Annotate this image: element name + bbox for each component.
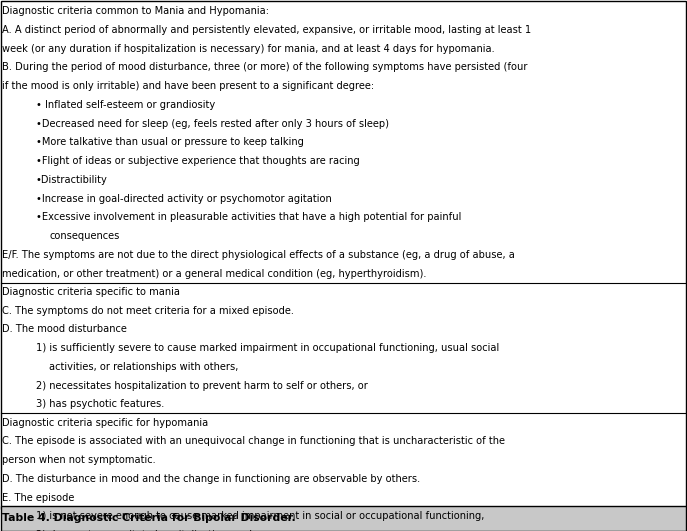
- Text: C. The symptoms do not meet criteria for a mixed episode.: C. The symptoms do not meet criteria for…: [2, 305, 294, 315]
- Text: week (or any duration if hospitalization is necessary) for mania, and at least 4: week (or any duration if hospitalization…: [2, 44, 495, 54]
- Text: D. The disturbance in mood and the change in functioning are observable by other: D. The disturbance in mood and the chang…: [2, 474, 420, 484]
- Text: D. The mood disturbance: D. The mood disturbance: [2, 324, 127, 335]
- Text: consequences: consequences: [49, 231, 120, 241]
- Text: 2) necessitates hospitalization to prevent harm to self or others, or: 2) necessitates hospitalization to preve…: [36, 381, 368, 391]
- Text: Diagnostic criteria specific for hypomania: Diagnostic criteria specific for hypoman…: [2, 417, 208, 427]
- Text: •Decreased need for sleep (eg, feels rested after only 3 hours of sleep): •Decreased need for sleep (eg, feels res…: [36, 118, 389, 129]
- Text: • Inflated self-esteem or grandiosity: • Inflated self-esteem or grandiosity: [36, 100, 215, 110]
- Bar: [1, 506, 686, 531]
- Text: •Flight of ideas or subjective experience that thoughts are racing: •Flight of ideas or subjective experienc…: [36, 156, 359, 166]
- Text: 1) is not severe enough to cause marked impairment in social or occupational fun: 1) is not severe enough to cause marked …: [36, 511, 484, 521]
- Text: 3) has psychotic features.: 3) has psychotic features.: [36, 399, 164, 409]
- Text: •More talkative than usual or pressure to keep talking: •More talkative than usual or pressure t…: [36, 138, 304, 147]
- Text: medication, or other treatment) or a general medical condition (eg, hyperthyroid: medication, or other treatment) or a gen…: [2, 269, 427, 279]
- Text: if the mood is only irritable) and have been present to a significant degree:: if the mood is only irritable) and have …: [2, 81, 374, 91]
- Text: •Increase in goal-directed activity or psychomotor agitation: •Increase in goal-directed activity or p…: [36, 194, 331, 203]
- Bar: [1, 506, 686, 531]
- Text: Table 4. Diagnostic Criteria for Bipolar Disorder.: Table 4. Diagnostic Criteria for Bipolar…: [2, 513, 296, 523]
- Text: 2) does not necessitate hospitalization, and: 2) does not necessitate hospitalization,…: [36, 530, 251, 531]
- Text: A. A distinct period of abnormally and persistently elevated, expansive, or irri: A. A distinct period of abnormally and p…: [2, 25, 531, 35]
- Text: person when not symptomatic.: person when not symptomatic.: [2, 455, 156, 465]
- Text: •Excessive involvement in pleasurable activities that have a high potential for : •Excessive involvement in pleasurable ac…: [36, 212, 461, 222]
- Text: E/F. The symptoms are not due to the direct physiological effects of a substance: E/F. The symptoms are not due to the dir…: [2, 250, 515, 260]
- Text: •Distractibility: •Distractibility: [36, 175, 108, 185]
- Text: 1) is sufficiently severe to cause marked impairment in occupational functioning: 1) is sufficiently severe to cause marke…: [36, 343, 499, 353]
- Text: E. The episode: E. The episode: [2, 493, 74, 502]
- Text: Diagnostic criteria specific to mania: Diagnostic criteria specific to mania: [2, 287, 180, 297]
- Text: C. The episode is associated with an unequivocal change in functioning that is u: C. The episode is associated with an une…: [2, 436, 505, 446]
- Text: Diagnostic criteria common to Mania and Hypomania:: Diagnostic criteria common to Mania and …: [2, 6, 269, 16]
- Text: B. During the period of mood disturbance, three (or more) of the following sympt: B. During the period of mood disturbance…: [2, 62, 528, 72]
- Text: activities, or relationships with others,: activities, or relationships with others…: [49, 362, 239, 372]
